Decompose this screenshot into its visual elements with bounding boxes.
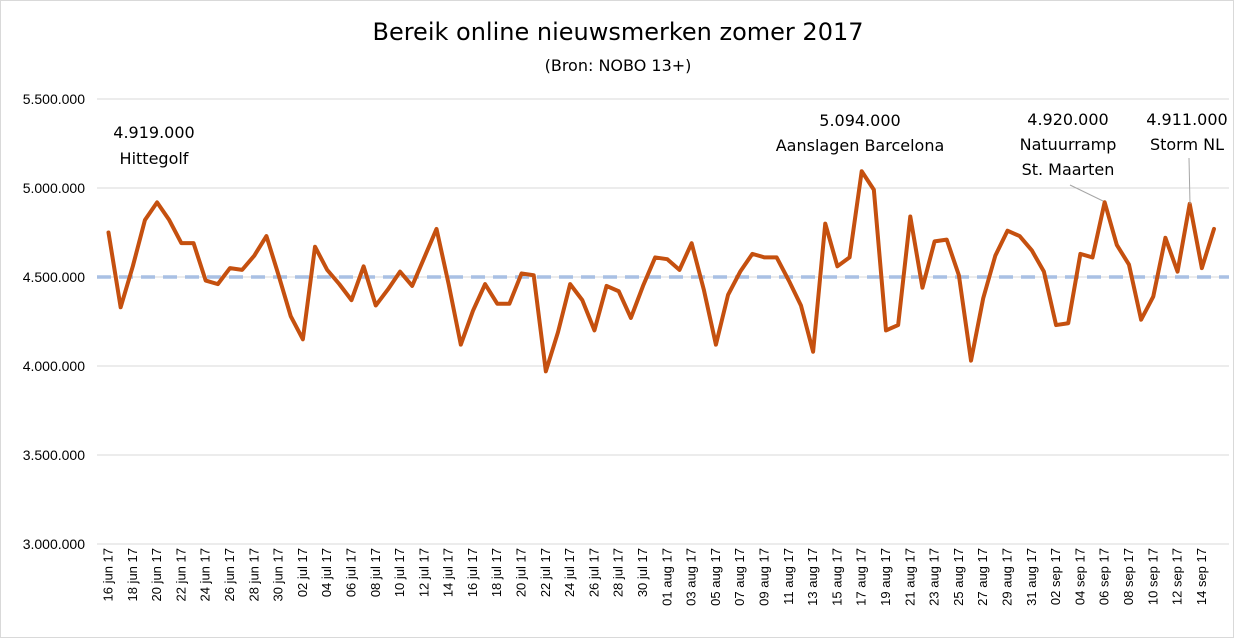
x-tick-label: 26 jul 17 — [586, 548, 601, 597]
x-tick-label: 06 jul 17 — [343, 548, 358, 597]
x-tick-label: 17 aug 17 — [854, 548, 869, 606]
x-tick-label: 20 jun 17 — [149, 548, 164, 602]
x-tick-label: 30 jul 17 — [635, 548, 650, 597]
annotation-label: Hittegolf — [120, 149, 189, 168]
annotation-label: Storm NL — [1150, 135, 1224, 154]
x-tick-label: 28 jul 17 — [611, 548, 626, 597]
x-tick-label: 16 jul 17 — [465, 548, 480, 597]
annotation-leader-line — [1070, 185, 1103, 201]
x-tick-label: 24 jun 17 — [198, 548, 213, 602]
x-tick-label: 16 jun 17 — [101, 548, 116, 602]
x-tick-label: 20 jul 17 — [514, 548, 529, 597]
x-tick-label: 04 jul 17 — [319, 548, 334, 597]
y-tick-label: 4.000.000 — [23, 358, 85, 374]
y-tick-label: 3.500.000 — [23, 447, 85, 463]
annotation-label: 4.919.000 — [113, 123, 194, 142]
x-tick-label: 03 aug 17 — [684, 548, 699, 606]
x-tick-label: 11 aug 17 — [781, 548, 796, 605]
x-tick-label: 18 jul 17 — [489, 548, 504, 597]
x-tick-label: 25 aug 17 — [951, 548, 966, 606]
x-tick-label: 04 sep 17 — [1072, 548, 1087, 605]
x-tick-label: 24 jul 17 — [562, 548, 577, 597]
y-tick-label: 5.500.000 — [23, 91, 85, 107]
x-tick-label: 13 aug 17 — [805, 548, 820, 606]
x-tick-label: 01 aug 17 — [659, 548, 674, 606]
x-tick-label: 22 jun 17 — [173, 548, 188, 602]
x-tick-label: 31 aug 17 — [1024, 548, 1039, 606]
x-tick-label: 15 aug 17 — [829, 548, 844, 606]
x-tick-label: 18 jun 17 — [125, 548, 140, 602]
chart-title: Bereik online nieuwsmerken zomer 2017 — [372, 18, 863, 46]
x-tick-label: 27 aug 17 — [975, 548, 990, 606]
x-tick-label: 22 jul 17 — [538, 548, 553, 597]
x-tick-label: 07 aug 17 — [732, 548, 747, 606]
x-tick-label: 28 jun 17 — [246, 548, 261, 602]
x-tick-label: 10 jul 17 — [392, 548, 407, 597]
y-axis: 3.000.000 3.500.000 4.000.000 4.500.000 5.00… — [23, 91, 85, 552]
annotation-label: 4.920.000 — [1027, 110, 1108, 129]
y-tick-label: 5.000.000 — [23, 180, 85, 196]
annotation-label: Aanslagen Barcelona — [776, 136, 945, 155]
annotation-label: Natuurramp — [1020, 135, 1117, 154]
x-tick-label: 08 sep 17 — [1121, 548, 1136, 605]
x-tick-label: 09 aug 17 — [757, 548, 772, 606]
x-tick-label: 02 sep 17 — [1048, 548, 1063, 605]
x-tick-label: 23 aug 17 — [927, 548, 942, 606]
x-tick-label: 21 aug 17 — [902, 548, 917, 606]
x-tick-label: 14 sep 17 — [1194, 548, 1209, 605]
x-tick-label: 29 aug 17 — [999, 548, 1014, 606]
x-tick-label: 12 jul 17 — [416, 548, 431, 597]
x-tick-label: 05 aug 17 — [708, 548, 723, 606]
annotation-label: St. Maarten — [1022, 160, 1115, 179]
chart-subtitle: (Bron: NOBO 13+) — [545, 56, 692, 75]
x-tick-label: 10 sep 17 — [1145, 548, 1160, 605]
x-tick-label: 02 jul 17 — [295, 548, 310, 597]
y-tick-label: 4.500.000 — [23, 269, 85, 285]
annotation-label: 5.094.000 — [819, 111, 900, 130]
series-line — [109, 171, 1215, 371]
annotation-label: 4.911.000 — [1146, 110, 1227, 129]
x-axis: 16 jun 17 18 jun 17 20 jun 17 22 jun 17 24 j… — [101, 548, 1209, 606]
x-tick-label: 30 jun 17 — [271, 548, 286, 602]
y-tick-label: 3.000.000 — [23, 536, 85, 552]
x-tick-label: 26 jun 17 — [222, 548, 237, 602]
x-tick-label: 14 jul 17 — [441, 548, 456, 597]
x-tick-label: 06 sep 17 — [1097, 548, 1112, 605]
x-tick-label: 12 sep 17 — [1170, 548, 1185, 605]
annotation-leader-line — [1189, 158, 1190, 204]
x-tick-label: 08 jul 17 — [368, 548, 383, 597]
x-tick-label: 19 aug 17 — [878, 548, 893, 606]
annotation-layer: 4.919.000 Hittegolf 5.094.000 Aanslagen Bar… — [113, 110, 1227, 204]
series-layer — [108, 171, 1214, 371]
